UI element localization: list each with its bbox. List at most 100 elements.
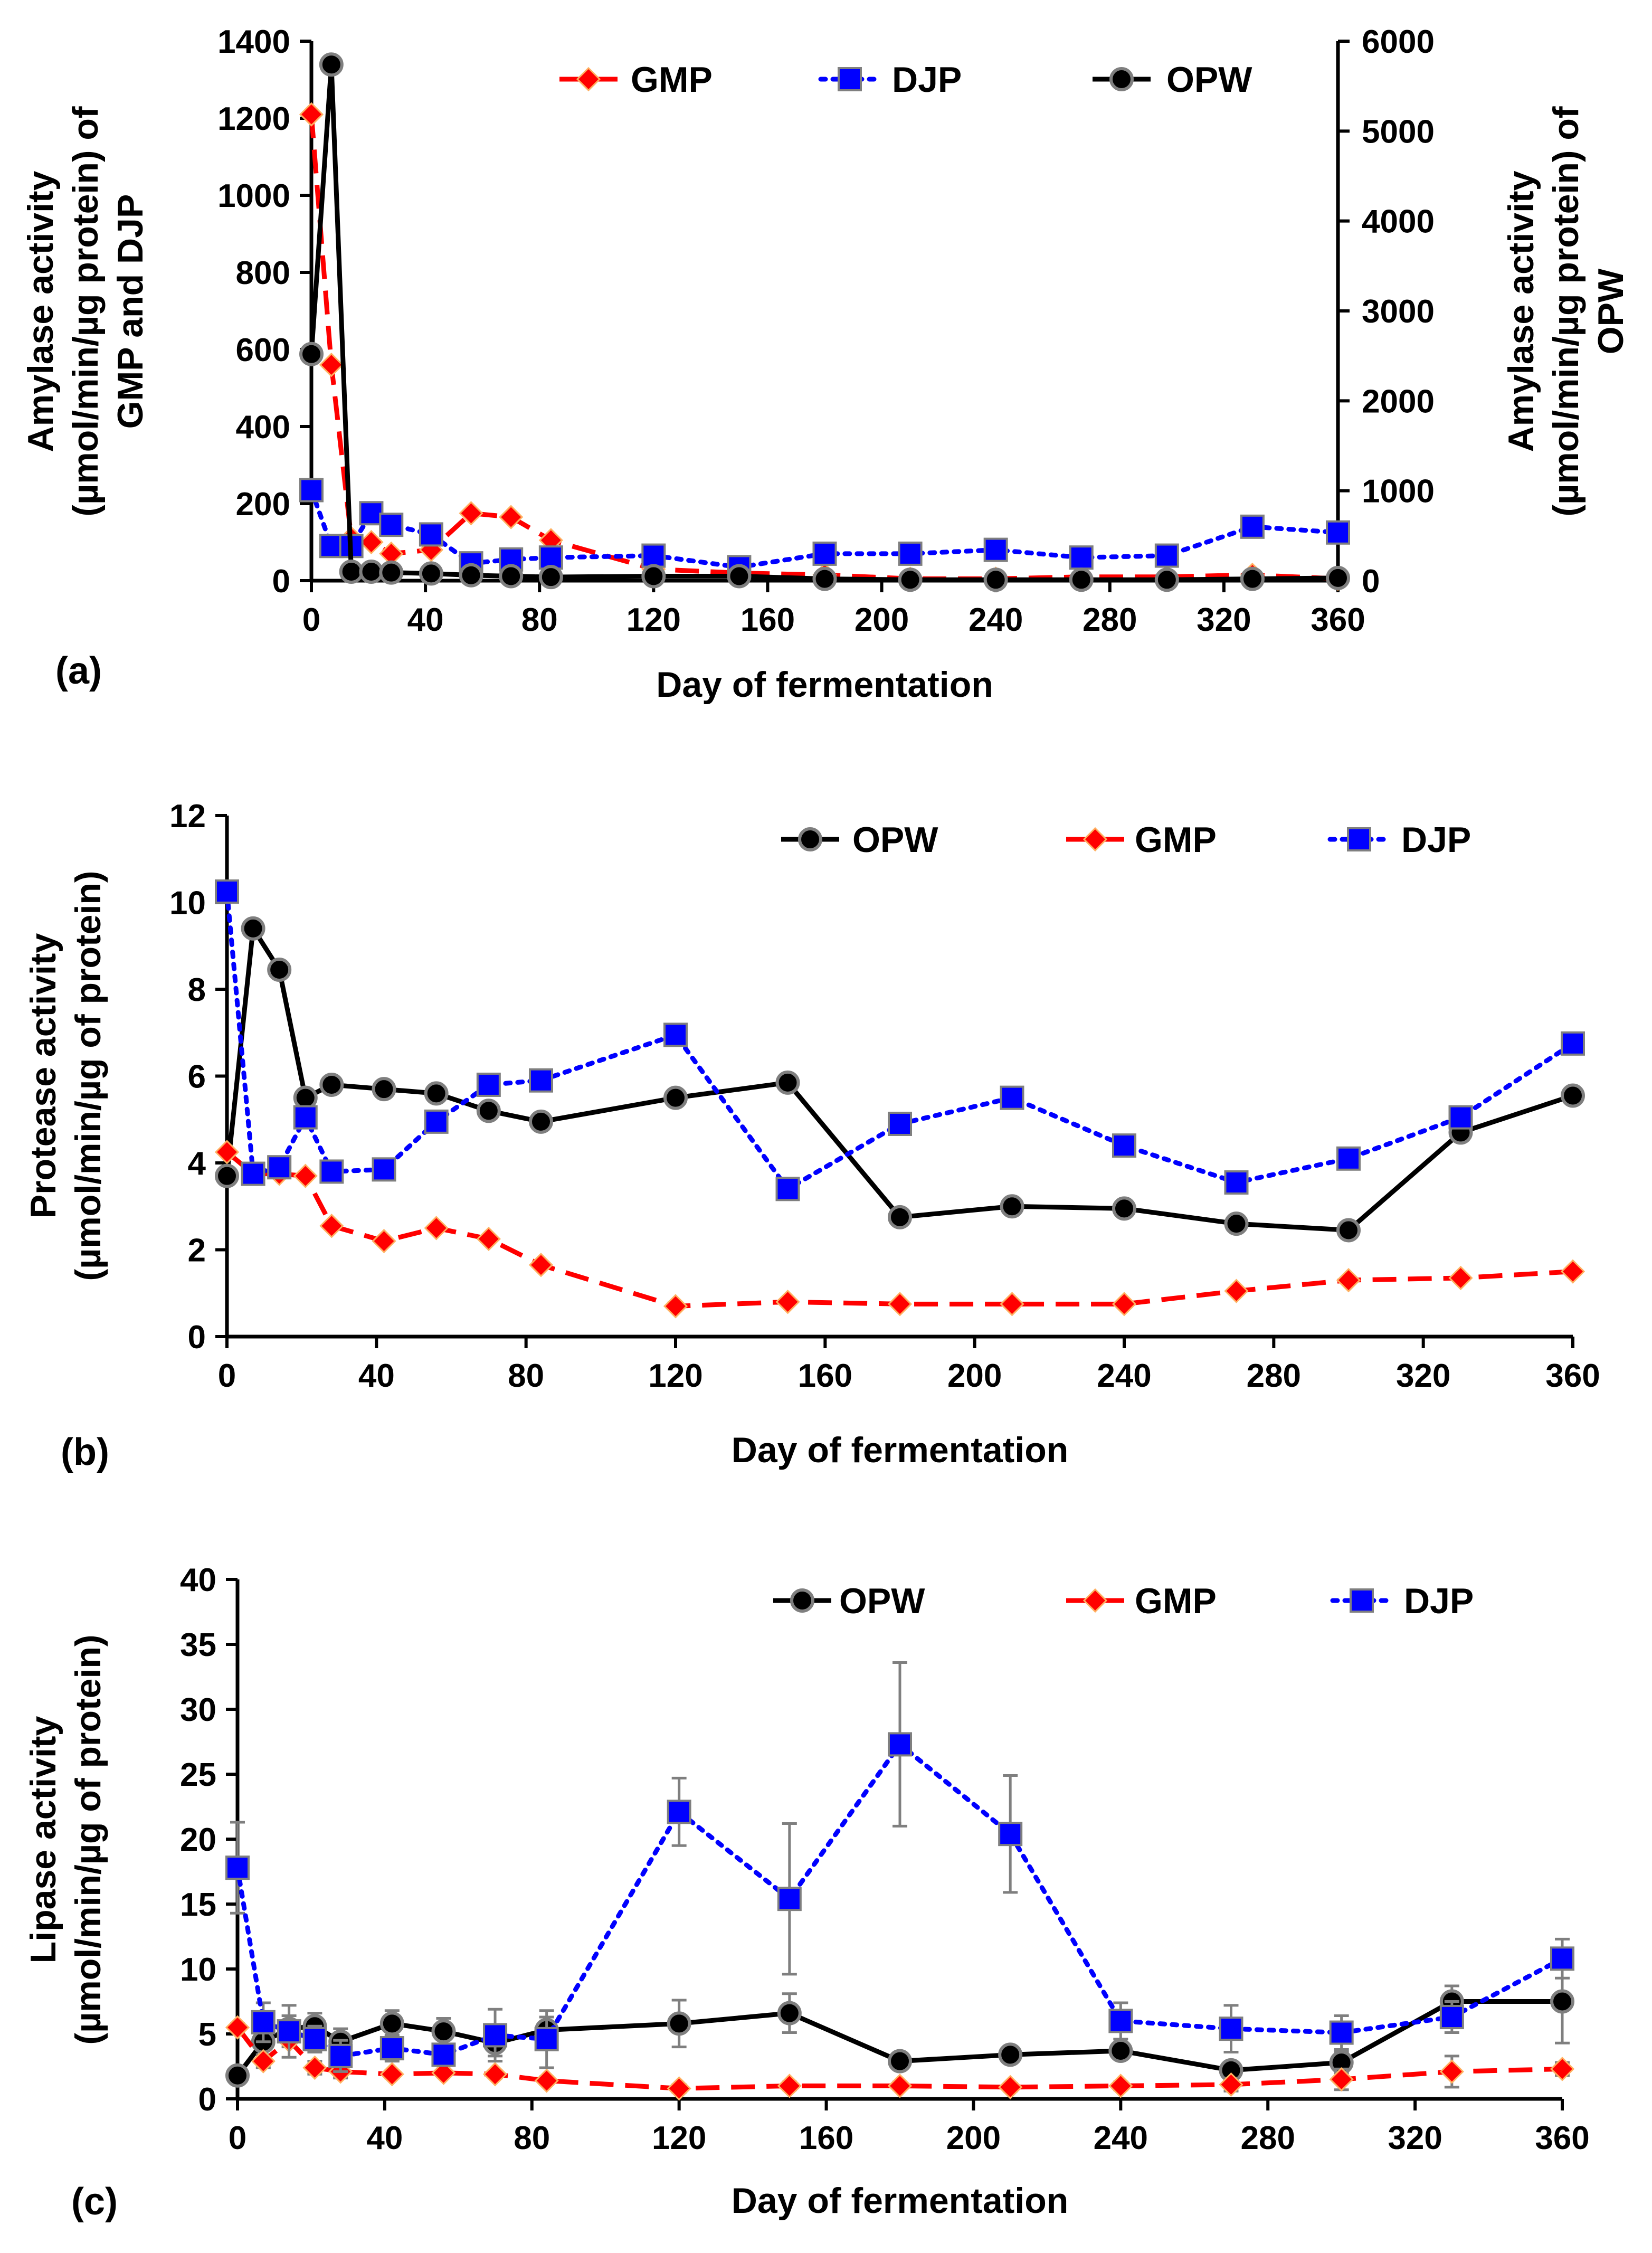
data-point-gmp bbox=[319, 353, 344, 377]
data-point-djp bbox=[888, 1111, 912, 1136]
data-point-gmp bbox=[534, 2068, 559, 2093]
data-point-opw bbox=[1550, 1989, 1574, 2014]
data-point-opw bbox=[898, 567, 923, 592]
data-point-gmp bbox=[251, 2049, 276, 2074]
data-point-djp bbox=[476, 1072, 501, 1097]
data-point-opw bbox=[1000, 1194, 1024, 1219]
x-tick-label: 240 bbox=[969, 602, 1023, 638]
data-point-opw bbox=[727, 564, 752, 589]
data-point-opw bbox=[319, 1072, 344, 1097]
data-point-gmp bbox=[1219, 2072, 1243, 2097]
data-point-djp bbox=[667, 1800, 691, 1824]
data-point-gmp bbox=[476, 1226, 501, 1252]
data-point-gmp bbox=[431, 2060, 456, 2085]
data-point-djp bbox=[898, 541, 923, 566]
y-tick-label: 1000 bbox=[217, 178, 290, 214]
data-point-gmp bbox=[775, 1290, 800, 1314]
data-point-opw bbox=[339, 559, 364, 584]
data-point-gmp bbox=[1336, 1267, 1361, 1293]
y-tick-label: 25 bbox=[180, 1757, 216, 1793]
data-point-gmp bbox=[1000, 1292, 1024, 1317]
data-point-opw bbox=[983, 567, 1008, 592]
legend-marker-djp bbox=[1350, 1588, 1374, 1613]
data-point-djp bbox=[225, 1856, 250, 1880]
data-point-djp bbox=[424, 1109, 449, 1134]
data-point-gmp bbox=[887, 2074, 913, 2098]
y-tick-label: 1400 bbox=[217, 24, 290, 60]
y-tick-label: 200 bbox=[236, 486, 290, 523]
data-point-opw bbox=[888, 2049, 912, 2074]
data-point-opw bbox=[998, 2042, 1023, 2067]
y-right-tick-label: 4000 bbox=[1362, 204, 1435, 240]
panel-label: (b) bbox=[61, 1431, 109, 1473]
data-point-djp bbox=[267, 1155, 292, 1180]
data-point-djp bbox=[983, 537, 1008, 562]
data-point-opw bbox=[293, 1085, 318, 1110]
y-axis-title: GMP and DJP bbox=[110, 194, 150, 429]
y-tick-label: 2 bbox=[188, 1233, 206, 1269]
data-point-djp bbox=[1561, 1031, 1585, 1056]
data-point-djp bbox=[241, 1161, 265, 1186]
data-point-gmp bbox=[1550, 2057, 1575, 2081]
legend-marker-gmp bbox=[1083, 1588, 1108, 1613]
legend-label-djp: DJP bbox=[1401, 820, 1471, 860]
x-axis-title: Day of fermentation bbox=[732, 1430, 1069, 1470]
data-point-opw bbox=[225, 2063, 250, 2088]
data-point-opw bbox=[459, 563, 483, 588]
series-djp bbox=[215, 879, 1585, 1201]
y-tick-label: 12 bbox=[169, 798, 206, 835]
data-point-gmp bbox=[293, 1163, 318, 1188]
data-point-opw bbox=[663, 1085, 688, 1110]
data-point-djp bbox=[419, 522, 443, 547]
x-axis-title: Day of fermentation bbox=[732, 2181, 1069, 2221]
series-opw bbox=[299, 52, 1350, 592]
data-point-djp bbox=[277, 2019, 301, 2044]
data-point-gmp bbox=[1439, 2059, 1464, 2084]
y-tick-label: 30 bbox=[180, 1692, 216, 1728]
data-point-gmp bbox=[1108, 2074, 1133, 2098]
data-point-opw bbox=[1336, 1218, 1361, 1243]
data-point-gmp bbox=[302, 2055, 327, 2080]
data-point-opw bbox=[267, 957, 292, 982]
data-point-gmp bbox=[424, 1216, 449, 1241]
data-point-gmp bbox=[214, 1140, 240, 1165]
y-tick-label: 600 bbox=[236, 332, 290, 368]
y-tick-label: 1200 bbox=[217, 101, 290, 137]
x-tick-label: 160 bbox=[799, 2120, 853, 2156]
data-point-gmp bbox=[1448, 1265, 1473, 1291]
data-point-opw bbox=[529, 1109, 553, 1134]
data-point-gmp bbox=[528, 1253, 554, 1277]
legend-label-gmp: GMP bbox=[631, 60, 713, 100]
y-right-tick-label: 5000 bbox=[1362, 113, 1435, 150]
legend-marker-gmp bbox=[1083, 827, 1108, 852]
x-tick-label: 120 bbox=[652, 2120, 706, 2156]
x-tick-label: 80 bbox=[508, 1358, 544, 1394]
data-point-djp bbox=[215, 879, 239, 904]
data-point-djp bbox=[319, 534, 344, 558]
data-point-opw bbox=[1112, 1196, 1136, 1221]
data-point-djp bbox=[663, 1023, 688, 1047]
legend-marker-opw bbox=[790, 1588, 814, 1613]
y-tick-label: 15 bbox=[180, 1887, 216, 1923]
y-right-axis-title: Amylase activity bbox=[1501, 171, 1541, 452]
series-opw bbox=[215, 916, 1585, 1243]
x-axis-title: Day of fermentation bbox=[656, 665, 993, 705]
data-point-djp bbox=[1448, 1105, 1473, 1130]
x-tick-label: 280 bbox=[1240, 2120, 1295, 2156]
data-point-opw bbox=[431, 2019, 456, 2044]
x-tick-label: 120 bbox=[648, 1358, 702, 1394]
x-tick-label: 0 bbox=[302, 602, 320, 638]
data-point-opw bbox=[775, 1070, 800, 1095]
panel-label: (a) bbox=[55, 650, 102, 692]
y-tick-label: 10 bbox=[180, 1952, 216, 1988]
series-line-opw bbox=[224, 926, 1574, 1233]
x-tick-label: 320 bbox=[1396, 1358, 1450, 1394]
data-point-djp bbox=[372, 1157, 396, 1182]
data-point-opw bbox=[888, 1205, 912, 1229]
data-point-opw bbox=[379, 560, 404, 585]
data-point-opw bbox=[419, 561, 443, 586]
chart-panel-3: 0 40 80 120 160 200 240 280 320 360 0 5 10 15 20 25 30 35… bbox=[23, 1562, 1590, 2223]
data-point-gmp bbox=[379, 2062, 404, 2087]
data-point-opw bbox=[667, 2011, 691, 2036]
